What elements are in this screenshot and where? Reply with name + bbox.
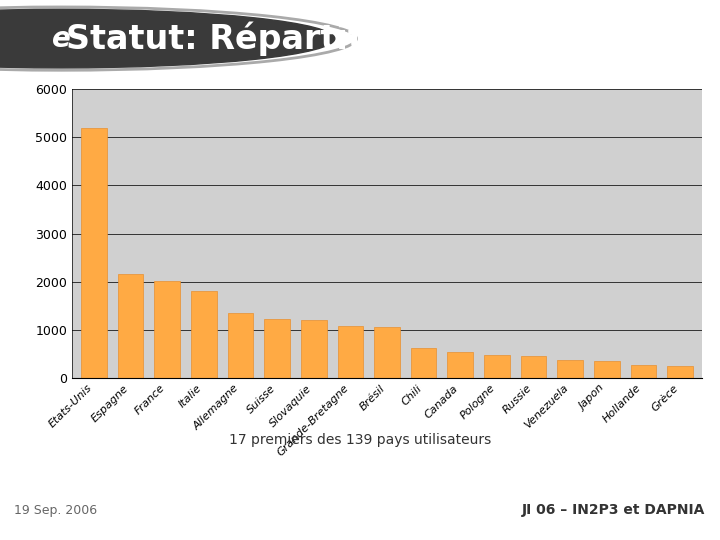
Bar (631, 365, 656, 378)
Text: e: e (52, 25, 71, 52)
Bar (411, 348, 436, 378)
Bar (521, 356, 546, 378)
Bar (228, 313, 253, 378)
Bar (118, 274, 143, 378)
Bar (374, 327, 400, 378)
Bar (154, 281, 180, 378)
Bar (447, 352, 473, 378)
Bar (301, 320, 327, 378)
Text: 17 premiers des 139 pays utilisateurs: 17 premiers des 139 pays utilisateurs (229, 433, 491, 447)
Text: 19 Sep. 2006: 19 Sep. 2006 (14, 504, 97, 517)
Text: JI 06 – IN2P3 et DAPNIA: JI 06 – IN2P3 et DAPNIA (522, 503, 706, 517)
Bar (484, 355, 510, 378)
Bar (191, 292, 217, 378)
Bar (594, 361, 620, 378)
Bar (338, 327, 363, 378)
Circle shape (0, 9, 335, 68)
Bar (667, 367, 693, 378)
Bar (557, 360, 583, 378)
Bar (81, 127, 107, 378)
Bar (264, 319, 290, 378)
Text: Statut: Répartition des utilisateurs: Statut: Répartition des utilisateurs (66, 22, 720, 56)
